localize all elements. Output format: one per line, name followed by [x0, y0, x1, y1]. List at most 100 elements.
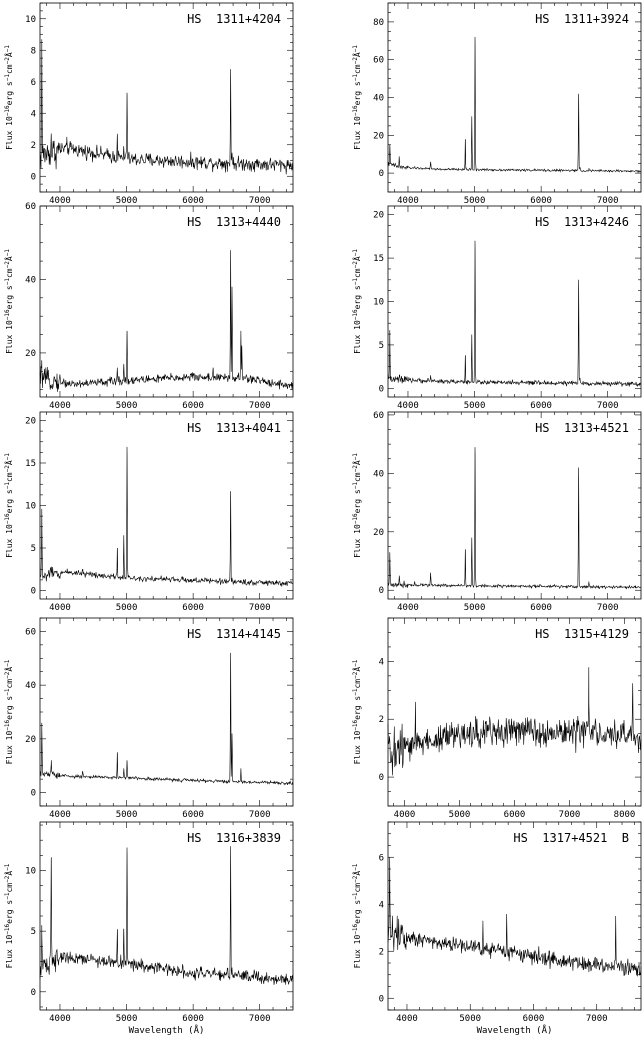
- spectrum-line: [39, 446, 294, 587]
- panel-title: HS 1314+4145: [187, 627, 281, 641]
- x-tick-label: 4000: [49, 603, 71, 613]
- x-tick-label: 6000: [182, 196, 204, 206]
- x-tick-label: 5000: [464, 401, 486, 411]
- y-axis-label: Flux 10−16erg s−1cm−2Å−1: [351, 45, 362, 150]
- panel-title: HS 1311+3924: [535, 12, 629, 26]
- x-tick-label: 7000: [249, 1014, 271, 1024]
- y-tick-label: 20: [373, 131, 384, 141]
- y-tick-label: 2: [31, 141, 36, 151]
- panel-title: HS 1313+4041: [187, 421, 281, 435]
- x-tick-label: 6000: [182, 603, 204, 613]
- spectrum-panel-4: 4000 5000 6000 7000 0 5 10 15 20 HS 1313+4246 Flux…: [351, 205, 642, 411]
- y-tick-label: 8: [31, 46, 36, 56]
- x-tick-label: 5000: [449, 810, 471, 820]
- panel-title: HS 1311+4204: [187, 12, 281, 26]
- y-tick-label: 0: [379, 169, 384, 179]
- panel-frame: [39, 821, 294, 1011]
- x-tick-label: 7000: [249, 603, 271, 613]
- x-tick-label: 4000: [49, 401, 71, 411]
- x-tick-label: 4000: [49, 196, 71, 206]
- spectrum-line: [387, 240, 642, 388]
- y-tick-label: 15: [25, 459, 36, 469]
- x-tick-label: 6000: [530, 196, 552, 206]
- x-tick-label: 7000: [586, 1014, 608, 1024]
- spectrum-line: [39, 846, 294, 985]
- panel-frame: [387, 411, 642, 600]
- y-tick-label: 0: [379, 994, 384, 1004]
- panel-frame: [39, 205, 294, 398]
- y-axis-label: Flux 10−16erg s−1cm−2Å−1: [351, 453, 362, 558]
- panel-title: HS 1316+3839: [187, 831, 281, 845]
- panel-frame: [387, 821, 642, 1011]
- spectrum-line: [39, 652, 294, 786]
- y-tick-label: 6: [379, 853, 384, 863]
- y-tick-label: 60: [373, 411, 384, 421]
- y-tick-label: 10: [25, 502, 36, 512]
- panel-title: HS 1313+4440: [187, 215, 281, 229]
- x-axis-label: Wavelength (Å): [129, 1024, 205, 1036]
- y-tick-label: 40: [25, 275, 36, 285]
- x-tick-label: 6000: [182, 1014, 204, 1024]
- panel-frame: [387, 2, 642, 193]
- spectrum-line: [387, 667, 642, 776]
- panel-frame: [387, 205, 642, 398]
- y-axis-label: Flux 10−16erg s−1cm−2Å−1: [3, 863, 14, 968]
- y-tick-label: 10: [25, 867, 36, 877]
- spectrum-panel-9: 4000 5000 6000 7000 0 5 10 HS 1316+3839 Flux 10−…: [3, 821, 294, 1036]
- x-tick-label: 7000: [249, 810, 271, 820]
- y-tick-label: 5: [379, 341, 384, 351]
- x-tick-label: 4000: [397, 603, 419, 613]
- spectrum-panel-7: 4000 5000 6000 7000 0 20 40 60 HS 1314+4145 Flux …: [3, 617, 294, 820]
- y-tick-label: 4: [379, 900, 384, 910]
- y-tick-label: 0: [379, 773, 384, 783]
- panel-title: HS 1313+4246: [535, 215, 629, 229]
- x-tick-label: 4000: [397, 401, 419, 411]
- spectrum-line: [387, 36, 642, 174]
- x-tick-label: 6000: [504, 810, 526, 820]
- y-axis-label: Flux 10−16erg s−1cm−2Å−1: [3, 659, 14, 764]
- spectrum-panel-6: 4000 5000 6000 7000 0 20 40 60 HS 1313+4521 Flux …: [351, 411, 642, 613]
- y-tick-label: 0: [379, 586, 384, 596]
- y-tick-label: 10: [373, 298, 384, 308]
- y-tick-label: 4: [379, 657, 384, 667]
- x-tick-label: 5000: [116, 196, 138, 206]
- y-tick-label: 80: [373, 18, 384, 28]
- x-tick-label: 4000: [49, 1014, 71, 1024]
- y-tick-label: 10: [25, 15, 36, 25]
- y-tick-label: 15: [373, 254, 384, 264]
- y-tick-label: 5: [31, 927, 36, 937]
- y-tick-label: 0: [31, 988, 36, 998]
- y-tick-label: 20: [25, 417, 36, 427]
- y-axis-label: Flux 10−16erg s−1cm−2Å−1: [351, 249, 362, 354]
- x-tick-label: 7000: [597, 401, 619, 411]
- x-tick-label: 8000: [614, 810, 636, 820]
- y-tick-label: 0: [31, 789, 36, 799]
- spectrum-line: [39, 39, 294, 175]
- x-tick-label: 4000: [49, 810, 71, 820]
- y-tick-label: 40: [25, 681, 36, 691]
- x-tick-label: 5000: [464, 196, 486, 206]
- x-tick-label: 7000: [597, 603, 619, 613]
- spectrum-panel-3: 4000 5000 6000 7000 20 40 60 HS 1313+4440 Flux 1…: [3, 202, 294, 411]
- spectrum-panel-10: 4000 5000 6000 7000 0 2 4 6 HS 1317+4521 B Flux 1…: [351, 821, 642, 1036]
- y-axis-label: Flux 10−16erg s−1cm−2Å−1: [3, 45, 14, 150]
- spectrum-line: [387, 447, 642, 590]
- y-axis-label: Flux 10−16erg s−1cm−2Å−1: [3, 249, 14, 354]
- y-tick-label: 20: [373, 211, 384, 221]
- x-tick-label: 5000: [464, 603, 486, 613]
- y-tick-label: 4: [31, 109, 36, 119]
- x-tick-label: 6000: [523, 1014, 545, 1024]
- y-tick-label: 60: [373, 56, 384, 66]
- panel-frame: [39, 617, 294, 807]
- x-tick-label: 7000: [249, 401, 271, 411]
- y-tick-label: 20: [25, 735, 36, 745]
- panel-title: HS 1315+4129: [535, 627, 629, 641]
- y-axis-label: Flux 10−16erg s−1cm−2Å−1: [351, 659, 362, 764]
- panel-frame: [39, 411, 294, 600]
- spectrum-panel-8: 4000 5000 6000 7000 8000 0 2 4 HS 1315+4129 Flux …: [351, 617, 642, 820]
- x-tick-label: 4000: [396, 1014, 418, 1024]
- x-tick-label: 6000: [530, 401, 552, 411]
- x-axis-label: Wavelength (Å): [477, 1024, 553, 1036]
- panel-title: HS 1317+4521 B: [513, 831, 629, 845]
